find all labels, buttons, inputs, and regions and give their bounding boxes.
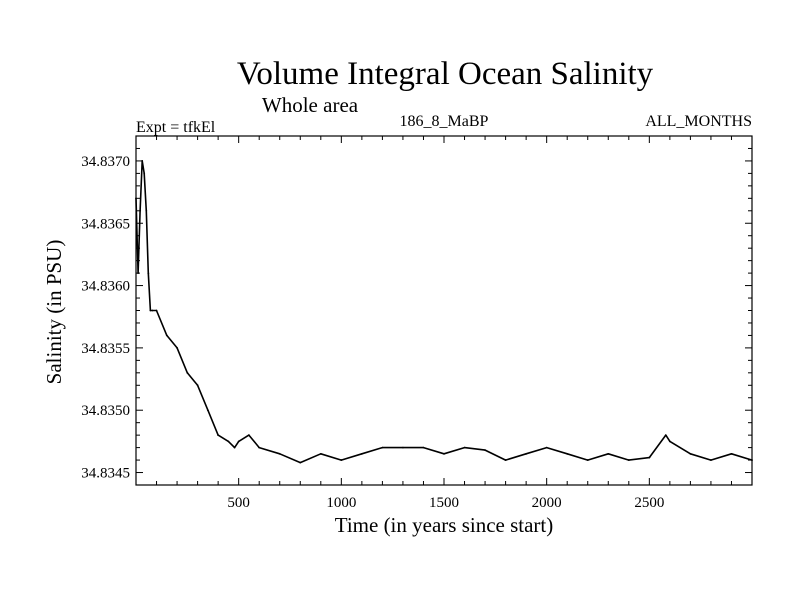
data-point [196,384,199,387]
data-point [648,456,651,459]
chart-title: Volume Integral Ocean Salinity [237,56,654,92]
experiment-label: Expt = tfkEl [136,119,216,136]
data-point [319,452,322,455]
y-axis-label: Salinity (in PSU) [42,240,66,385]
data-point [139,209,142,212]
data-point [689,452,692,455]
data-point [627,459,630,461]
data-point [186,371,189,374]
data-point [443,452,445,455]
data-point [149,309,152,312]
data-point [151,309,154,312]
data-point [165,334,168,337]
data-point [525,452,528,455]
data-point [217,434,220,437]
data-point [340,459,343,461]
x-tick-label: 1500 [429,495,459,511]
x-axis-ticks: 500 1000 1500 2000 2500 [156,136,732,511]
x-axis-label: Time (in years since start) [335,513,554,537]
data-point [233,446,236,449]
data-point [664,434,667,437]
data-point [751,459,753,461]
y-axis-ticks: 34.8345 34.8350 34.8355 34.8360 34.8365 34.83… [81,147,752,482]
x-tick-label: 1000 [326,495,356,511]
data-point [147,272,150,275]
data-point [143,172,146,175]
x-tick-label: 2000 [532,495,562,511]
y-tick-label: 34.8355 [81,341,130,357]
y-tick-label: 34.8365 [81,216,130,232]
data-point [135,197,137,200]
data-point [710,459,712,461]
data-point [360,452,363,455]
data-point [299,461,302,464]
y-tick-label: 34.8360 [81,279,130,295]
chart-subtitle: Whole area [262,93,359,117]
run-id-label: 186_8_MaBP [400,113,489,130]
data-point [237,440,240,443]
y-tick-label: 34.8370 [81,154,130,170]
data-point [155,309,158,312]
data-point [607,452,610,455]
data-point [668,440,671,443]
data-point [730,452,733,455]
data-point [381,446,384,449]
months-label: ALL_MONTHS [645,113,752,130]
data-point [504,459,507,461]
y-tick-label: 34.8345 [81,466,130,482]
y-tick-label: 34.8350 [81,403,130,419]
data-point [137,272,139,275]
data-point [278,452,281,455]
plot-frame [135,135,753,486]
data-point [227,440,230,443]
x-tick-label: 2500 [634,495,664,511]
series-line [135,160,753,464]
data-point [422,446,425,449]
data-point [176,346,178,349]
data-point [545,446,548,449]
data-point [463,446,466,449]
data-point [586,459,589,461]
data-point [484,449,486,451]
data-point [566,452,569,455]
data-point [145,209,148,212]
series-layer [135,160,753,464]
data-point [248,434,250,437]
data-point [141,160,144,162]
x-tick-label: 500 [227,495,250,511]
data-point [258,446,261,449]
data-point [206,409,209,412]
data-point [402,446,404,449]
